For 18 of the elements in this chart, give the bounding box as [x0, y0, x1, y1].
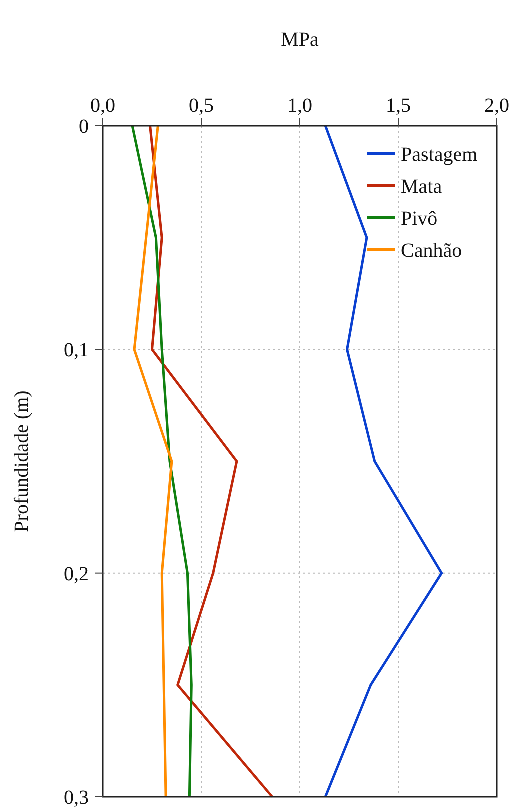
- y-tick-label: 0,3: [64, 787, 89, 807]
- x-tick-label: 0,5: [189, 95, 214, 117]
- legend-label: Pivô: [401, 208, 438, 230]
- x-tick-label: 1,0: [288, 95, 312, 117]
- y-tick-label: 0: [79, 116, 89, 138]
- x-tick-label: 0,0: [90, 95, 116, 117]
- line-series: [133, 124, 174, 798]
- y-tick-label: 0,1: [64, 340, 89, 362]
- y-tick-label: 0,2: [64, 563, 89, 586]
- x-axis-title: MPa: [281, 29, 320, 51]
- legend-label: Pastagem: [401, 144, 478, 166]
- x-tick-label: 1,5: [386, 95, 411, 117]
- legend-label: Mata: [401, 176, 442, 198]
- y-axis-title: Profundidade (m): [11, 390, 33, 532]
- legend-label: Canhão: [401, 240, 462, 262]
- line-series: [131, 124, 193, 798]
- x-tick-label: 2,0: [484, 95, 510, 117]
- line-series: [149, 124, 274, 798]
